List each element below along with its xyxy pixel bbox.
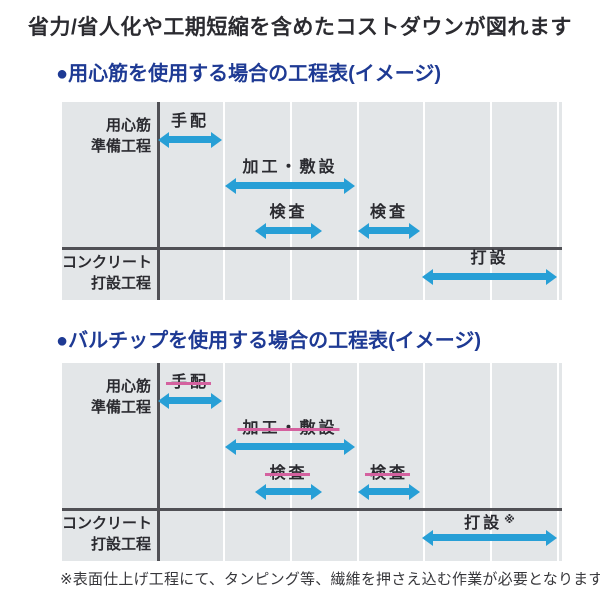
row-divider-line xyxy=(62,508,562,511)
grid-line xyxy=(290,363,292,561)
axis-vertical-line xyxy=(157,363,160,561)
task-duration-arrow xyxy=(225,177,355,194)
task-label-text: 打設 xyxy=(464,515,503,532)
task-label-text-struck: 検査 xyxy=(264,465,310,482)
task-label: 検査 xyxy=(264,464,310,484)
grid-line xyxy=(357,363,359,561)
task-duration-arrow xyxy=(255,483,322,500)
row-label-line1: 用心筋 xyxy=(105,378,151,395)
task-label-text: 打設 xyxy=(470,250,509,267)
task-duration-arrow xyxy=(358,483,420,500)
task-label: 手配 xyxy=(171,112,209,132)
grid-line xyxy=(557,363,559,561)
task-label-text: 検査 xyxy=(369,204,409,221)
task-duration-arrow xyxy=(158,392,222,409)
task-duration-arrow xyxy=(422,268,557,285)
task-label: 検査 xyxy=(269,203,307,223)
row-label-line1: コンクリート xyxy=(62,515,153,532)
page-title: 省力/省人化や工期短縮を含めたコストダウンが図れます xyxy=(28,16,572,39)
row-label-line1: コンクリート xyxy=(62,254,153,271)
section-heading: ●用心筋を使用する場合の工程表(イメージ) xyxy=(56,63,442,85)
gantt-chart: 用心筋準備工程コンクリート打設工程 手配加工・敷設検査 検査打設 ※ xyxy=(62,363,562,561)
task-label: 打設 ※ xyxy=(464,510,515,534)
grid-line xyxy=(223,363,225,561)
row-divider-line xyxy=(62,247,562,250)
axis-vertical-line xyxy=(157,102,160,300)
grid-line xyxy=(290,102,292,300)
task-label: 加工・敷設 xyxy=(237,419,340,439)
grid-line xyxy=(490,363,492,561)
task-label-text-struck: 手配 xyxy=(165,374,212,391)
task-footnote-marker: ※ xyxy=(504,514,515,526)
row-label: 用心筋準備工程 xyxy=(62,376,151,418)
row-label: 用心筋準備工程 xyxy=(62,115,151,157)
row-label: コンクリート打設工程 xyxy=(62,513,153,555)
row-label-line2: 打設工程 xyxy=(90,275,151,292)
grid-line xyxy=(423,363,425,561)
task-duration-arrow xyxy=(158,131,222,148)
task-label-text: 検査 xyxy=(269,204,308,221)
task-label: 加工・敷設 xyxy=(242,158,337,178)
task-label: 検査 xyxy=(370,203,408,223)
grid-line xyxy=(223,102,225,300)
row-label-line2: 打設工程 xyxy=(90,536,151,553)
task-label: 検査 xyxy=(364,464,411,484)
footnote: ※表面仕上げ工程にて、タンピング等、繊維を押さえ込む作業が必要となります xyxy=(60,571,600,588)
task-label: 手配 xyxy=(165,373,212,393)
gantt-chart: 用心筋準備工程コンクリート打設工程 手配加工・敷設検査 検査打設 xyxy=(62,102,562,300)
task-label: 打設 xyxy=(470,249,508,269)
section-heading: ●バルチップを使用する場合の工程表(イメージ) xyxy=(56,330,482,352)
task-duration-arrow xyxy=(422,529,557,546)
grid-line xyxy=(490,102,492,300)
grid-line xyxy=(357,102,359,300)
task-duration-arrow xyxy=(255,222,322,239)
grid-line xyxy=(557,102,559,300)
task-label-text-struck: 検査 xyxy=(364,465,411,482)
task-duration-arrow xyxy=(225,438,355,455)
task-label-text: 加工・敷設 xyxy=(242,159,338,176)
row-label: コンクリート打設工程 xyxy=(62,252,153,294)
task-duration-arrow xyxy=(358,222,420,239)
grid-line xyxy=(423,102,425,300)
row-label-line2: 準備工程 xyxy=(90,138,151,155)
row-label-line2: 準備工程 xyxy=(90,399,151,416)
task-label-text-struck: 加工・敷設 xyxy=(237,420,340,437)
row-label-line1: 用心筋 xyxy=(105,117,151,134)
task-label-text: 手配 xyxy=(170,113,210,130)
